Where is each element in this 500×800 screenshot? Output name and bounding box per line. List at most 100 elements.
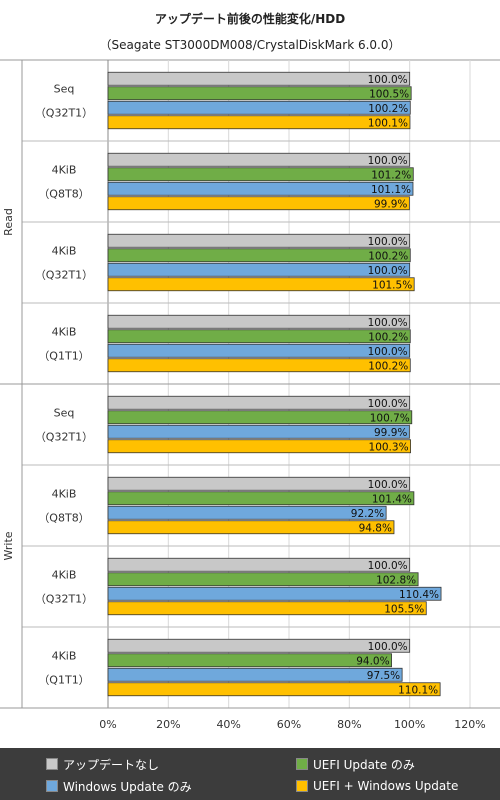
bar-value-label: 100.3% <box>369 441 409 453</box>
chart-title: アップデート前後の性能変化/HDD <box>154 12 346 26</box>
bar <box>107 601 427 616</box>
legend-label-windows-only: Windows Update のみ <box>63 779 192 794</box>
bar <box>107 653 392 668</box>
bar <box>107 71 411 86</box>
bar-value-label: 101.1% <box>371 184 411 196</box>
category-sublabel: （Q8T8） <box>38 512 89 525</box>
bar <box>107 277 415 292</box>
bar-value-label: 100.0% <box>368 265 408 277</box>
bar-value-label: 100.0% <box>368 74 408 86</box>
category-label: 4KiB <box>52 326 77 339</box>
legend-label-uefi-only: UEFI Update のみ <box>313 757 415 772</box>
bar <box>107 395 411 410</box>
bar-value-label: 110.1% <box>398 684 438 696</box>
bar-value-label: 100.0% <box>368 346 408 358</box>
bar <box>107 248 411 263</box>
bar <box>107 181 414 196</box>
bar-value-label: 94.0% <box>356 655 389 667</box>
bar <box>107 439 411 454</box>
bar <box>107 424 410 439</box>
legend-item-windows-only: Windows Update のみ <box>46 778 192 794</box>
bar <box>107 682 441 697</box>
category-sublabel: （Q32T1） <box>35 107 93 120</box>
category-sublabel: （Q8T8） <box>38 188 89 201</box>
bar-value-label: 100.0% <box>368 317 408 329</box>
legend-swatch-uefi-windows <box>296 780 308 792</box>
bar-value-label: 101.2% <box>371 169 411 181</box>
bar-value-label: 100.7% <box>370 412 410 424</box>
bar <box>107 167 414 182</box>
bar-value-label: 100.1% <box>368 117 408 129</box>
bar-value-label: 97.5% <box>367 670 400 682</box>
bar <box>107 358 411 373</box>
bar <box>107 343 411 358</box>
bar <box>107 152 411 167</box>
category-label: 4KiB <box>52 569 77 582</box>
legend-swatch-no-update <box>46 758 58 770</box>
bar <box>107 491 415 506</box>
bar-value-label: 105.5% <box>384 603 424 615</box>
bar-value-label: 100.0% <box>368 479 408 491</box>
bar-value-label: 101.5% <box>372 279 412 291</box>
category-label: Seq <box>54 407 75 420</box>
bar <box>107 520 395 535</box>
bar <box>107 410 413 425</box>
x-tick-label: 20% <box>156 718 180 731</box>
bar <box>107 196 410 211</box>
bar <box>107 586 442 601</box>
bar <box>107 557 411 572</box>
legend-label-uefi-windows: UEFI + Windows Update <box>313 779 459 793</box>
bar-value-label: 100.0% <box>368 155 408 167</box>
legend-item-uefi-windows: UEFI + Windows Update <box>296 778 458 794</box>
bar <box>107 86 412 101</box>
bar-value-label: 100.0% <box>368 236 408 248</box>
bar-value-label: 100.2% <box>368 360 408 372</box>
legend-item-no-update: アップデートなし <box>46 756 159 772</box>
legend-swatch-uefi-only <box>296 758 308 770</box>
category-label: Seq <box>54 83 75 96</box>
category-sublabel: （Q32T1） <box>35 593 93 606</box>
bar <box>107 572 419 587</box>
bar-value-label: 100.5% <box>369 88 409 100</box>
x-tick-label: 40% <box>216 718 240 731</box>
bar-value-label: 110.4% <box>399 589 439 601</box>
bar-value-label: 94.8% <box>359 522 392 534</box>
bar-value-label: 100.2% <box>368 250 408 262</box>
legend: アップデートなし UEFI Update のみ Windows Update の… <box>0 748 500 800</box>
bar <box>107 115 411 130</box>
bar <box>107 314 411 329</box>
bar-value-label: 101.4% <box>372 493 412 505</box>
x-tick-label: 100% <box>394 718 425 731</box>
bar-value-label: 99.9% <box>374 427 407 439</box>
x-tick-label: 80% <box>337 718 361 731</box>
bar-value-label: 100.0% <box>368 398 408 410</box>
category-label: 4KiB <box>52 488 77 501</box>
category-label: 4KiB <box>52 650 77 663</box>
bar <box>107 100 411 115</box>
x-tick-label: 0% <box>99 718 116 731</box>
bar <box>107 505 387 520</box>
x-tick-label: 60% <box>277 718 301 731</box>
bar-value-label: 100.0% <box>368 560 408 572</box>
bar <box>107 329 411 344</box>
bar-value-label: 100.0% <box>368 641 408 653</box>
chart-subtitle: （Seagate ST3000DM008/CrystalDiskMark 6.0… <box>99 38 401 52</box>
bar-value-label: 100.2% <box>368 331 408 343</box>
category-sublabel: （Q32T1） <box>35 431 93 444</box>
group-label: Read <box>2 208 15 236</box>
bar-value-label: 99.9% <box>374 198 407 210</box>
legend-swatch-windows-only <box>46 780 58 792</box>
category-label: 4KiB <box>52 245 77 258</box>
bar <box>107 638 411 653</box>
plot-area: 0% 20% 40% 60% 80% 100% 120% Read Seq （Q32T1） 4KiB… <box>0 59 500 731</box>
bar-value-label: 92.2% <box>351 508 384 520</box>
category-sublabel: （Q1T1） <box>38 350 89 363</box>
bar <box>107 667 403 682</box>
category-label: 4KiB <box>52 164 77 177</box>
bar-value-label: 102.8% <box>376 574 416 586</box>
bar <box>107 233 411 248</box>
bar-value-label: 100.2% <box>368 103 408 115</box>
x-tick-label: 120% <box>454 718 485 731</box>
bar <box>107 262 411 277</box>
